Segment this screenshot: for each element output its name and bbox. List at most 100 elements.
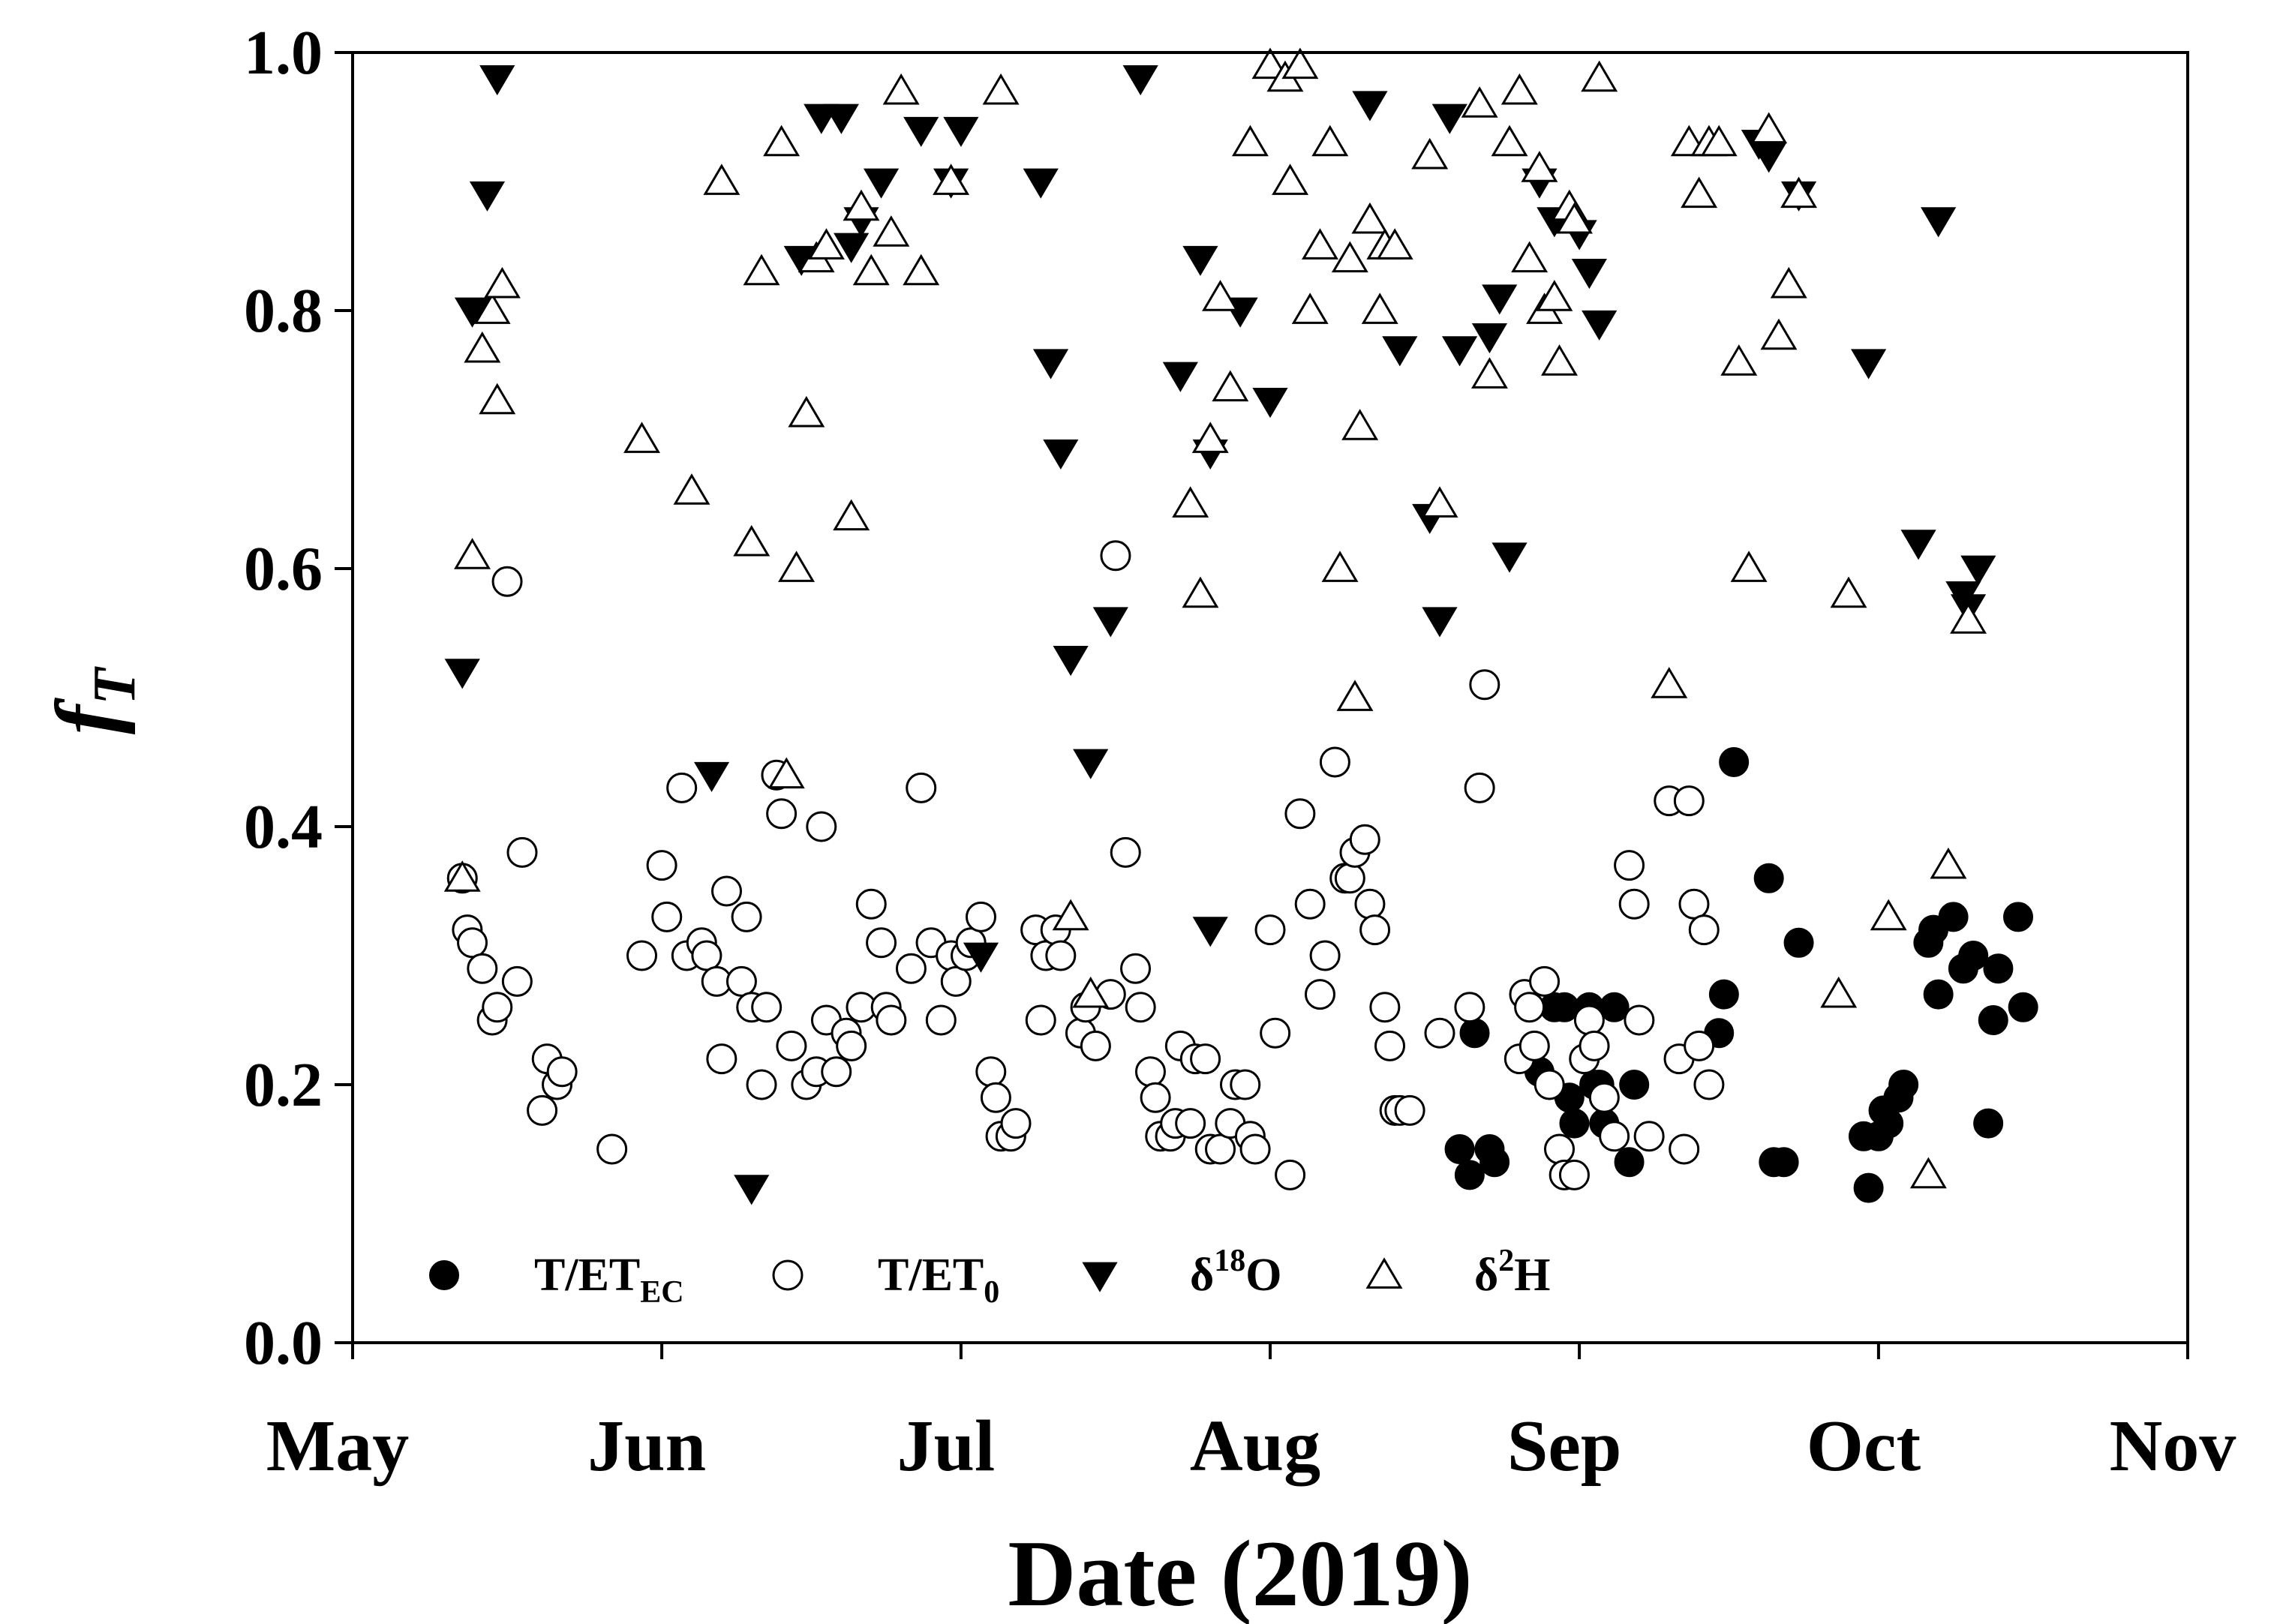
data-point: [1873, 1108, 1904, 1139]
data-point: [903, 254, 940, 286]
legend-label: δ18O: [1190, 1244, 1281, 1301]
data-point: [1559, 1108, 1590, 1139]
data-point: [651, 901, 683, 932]
data-point: [1500, 73, 1538, 105]
data-point: [1669, 1133, 1700, 1165]
data-point: [1252, 388, 1288, 419]
data-point: [1376, 228, 1413, 260]
data-point: [1122, 65, 1158, 96]
data-point: [1983, 953, 2014, 984]
data-point: [1471, 323, 1508, 354]
legend-item: δ18O: [1082, 1244, 1281, 1301]
legend-item: T/ET0: [772, 1250, 999, 1310]
x-tick-label: May: [266, 1406, 410, 1487]
data-point: [1025, 1004, 1056, 1036]
data-point: [982, 73, 1020, 105]
data-point: [1304, 979, 1335, 1010]
data-point: [1459, 1018, 1490, 1049]
x-tick-label: Sep: [1507, 1406, 1622, 1487]
data-point: [1719, 747, 1750, 777]
data-point: [706, 1043, 737, 1075]
data-point: [855, 888, 887, 920]
legend-marker: [772, 1259, 804, 1291]
data-point: [1134, 1056, 1166, 1088]
data-point: [1555, 202, 1593, 234]
data-point: [1921, 207, 1957, 238]
data-point: [1518, 1030, 1550, 1061]
data-point: [1182, 576, 1219, 608]
data-point: [933, 164, 970, 195]
data-point: [788, 395, 825, 428]
y-tick-label: 0.2: [244, 1050, 323, 1120]
data-point: [1309, 940, 1341, 971]
legend-item: T/ETEC: [429, 1250, 684, 1310]
data-point: [1192, 917, 1228, 947]
legend-marker: [429, 1260, 459, 1290]
data-point: [1045, 940, 1077, 971]
data-point: [1681, 176, 1718, 209]
data-point: [778, 551, 816, 582]
data-point: [1700, 125, 1738, 157]
data-point: [1684, 1030, 1715, 1061]
data-point: [1900, 530, 1936, 560]
data-point: [1454, 992, 1485, 1023]
data-point: [1491, 542, 1527, 573]
data-point: [1464, 772, 1495, 803]
data-point: [1175, 1108, 1206, 1139]
data-point: [479, 383, 516, 415]
data-point: [1938, 902, 1969, 932]
data-point: [1573, 1004, 1605, 1036]
data-point: [1301, 228, 1338, 260]
data-point: [1482, 284, 1518, 315]
series-1: [446, 540, 1725, 1190]
data-point: [1960, 555, 1996, 586]
data-point: [623, 422, 660, 453]
data-point: [1072, 976, 1110, 1008]
data-point: [1190, 1043, 1221, 1075]
data-point: [482, 992, 513, 1023]
legend-label: δ2H: [1474, 1244, 1550, 1301]
data-point: [1275, 1159, 1306, 1190]
data-point: [1291, 293, 1329, 324]
data-point: [1212, 370, 1249, 402]
data-point: [1140, 1082, 1171, 1113]
data-point: [1768, 1147, 1799, 1178]
data-point: [1470, 357, 1508, 389]
data-point: [821, 1056, 852, 1088]
data-point: [1000, 1108, 1032, 1139]
legend-label: T/ETEC: [534, 1250, 684, 1310]
y-axis: 0.0 0.2 0.4 0.6 0.8 1.0: [244, 18, 353, 1378]
data-point: [666, 772, 698, 803]
data-point: [1582, 310, 1618, 341]
data-point: [1770, 266, 1807, 299]
data-point: [1231, 125, 1269, 157]
data-point: [2003, 902, 2034, 932]
data-point: [1950, 602, 1987, 634]
data-point: [925, 1004, 957, 1036]
data-point: [1870, 899, 1907, 931]
data-point: [1421, 486, 1458, 518]
data-point: [1720, 344, 1758, 376]
data-point: [1073, 749, 1109, 779]
data-point: [1349, 824, 1380, 855]
data-point: [457, 927, 488, 959]
data-point: [833, 499, 870, 531]
data-point: [1688, 914, 1720, 946]
data-point: [763, 125, 801, 157]
data-point: [1909, 1157, 1947, 1189]
data-point: [776, 1030, 807, 1061]
data-marks: [443, 47, 2038, 1205]
x-tick-label: Jun: [587, 1406, 706, 1487]
data-point: [895, 953, 927, 984]
data-point: [491, 566, 523, 597]
data-point: [1382, 336, 1418, 367]
data-point: [882, 73, 920, 105]
data-point: [473, 293, 511, 324]
data-point: [646, 850, 677, 881]
data-point: [1930, 847, 1967, 879]
data-point: [1422, 607, 1458, 638]
data-point: [734, 1175, 770, 1205]
data-point: [1230, 1069, 1261, 1100]
data-point: [1321, 551, 1359, 582]
data-point: [1708, 979, 1739, 1010]
